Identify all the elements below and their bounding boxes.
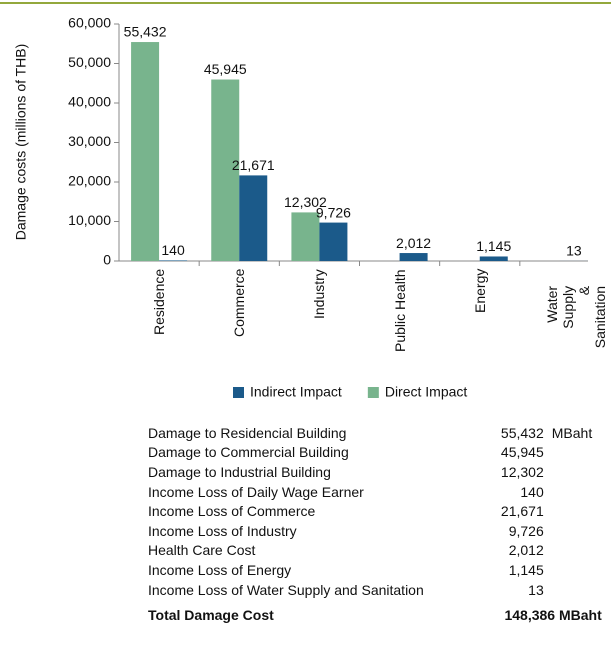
- bar: [131, 42, 160, 262]
- total-label: Total Damage Cost: [148, 607, 274, 624]
- x-tick-label: Commerce: [231, 268, 248, 337]
- row-label: Health Care Cost: [148, 542, 256, 559]
- x-tick-label: Industry: [311, 269, 328, 319]
- bar: [211, 79, 240, 262]
- table-row: Income Loss of Industry 9,726: [148, 521, 602, 541]
- row-value: 1,145: [508, 561, 544, 578]
- table-row: Income Loss of Daily Wage Earner 140: [148, 482, 602, 502]
- y-tick-label: 30,000: [68, 133, 111, 149]
- row-unit: [544, 580, 602, 600]
- row-value: 13: [528, 581, 544, 598]
- row-label: Income Loss of Industry: [148, 522, 297, 539]
- row-value: 12,302: [500, 463, 544, 480]
- row-value: 2,012: [508, 542, 544, 559]
- x-tick-label: Water Supply & Sanitation: [543, 285, 608, 349]
- bar: [239, 175, 268, 261]
- value-label: 140: [161, 242, 185, 258]
- x-tick-label: Public Health: [391, 269, 408, 353]
- row-label: Income Loss of Water Supply and Sanitati…: [148, 581, 424, 598]
- bar: [291, 212, 320, 261]
- y-axis-label: Damage costs (millions of THB): [13, 44, 29, 241]
- bar: [399, 253, 428, 261]
- row-value: 45,945: [500, 444, 544, 461]
- summary-table: Damage to Residencial Building 55,432 MBah…: [148, 423, 602, 624]
- value-label: 9,726: [316, 204, 351, 220]
- legend-swatch: [367, 387, 379, 398]
- row-value: 140: [520, 483, 544, 500]
- row-value: 9,726: [508, 522, 544, 539]
- value-label: 13: [566, 243, 582, 259]
- table-row: Damage to Commercial Building 45,945: [148, 443, 602, 463]
- value-label: 45,945: [204, 61, 247, 77]
- row-label: Income Loss of Daily Wage Earner: [148, 483, 364, 500]
- row-unit: [544, 501, 602, 521]
- row-value: 21,671: [500, 503, 544, 520]
- table-row: Damage to Residencial Building 55,432 MBah…: [148, 423, 602, 443]
- legend-label: Direct Impact: [385, 384, 468, 400]
- table-row: Income Loss of Energy 1,145: [148, 560, 602, 580]
- total-value: 148,386 MBaht: [504, 607, 602, 624]
- value-label: 1,145: [476, 238, 511, 254]
- y-tick-label: 0: [103, 252, 111, 268]
- row-unit: [544, 521, 602, 541]
- row-unit: MBaht: [551, 424, 593, 441]
- table-row: Income Loss of Commerce 21,671: [148, 501, 602, 521]
- y-tick-label: 60,000: [68, 15, 111, 31]
- row-unit: [544, 560, 602, 580]
- bar: [159, 260, 188, 261]
- row-unit: [544, 462, 602, 482]
- row-label: Income Loss of Commerce: [148, 503, 316, 520]
- value-label: 12,302: [284, 194, 327, 210]
- value-label: 2,012: [396, 235, 431, 251]
- row-unit: [544, 541, 602, 561]
- value-label: 55,432: [124, 24, 167, 40]
- row-label: Income Loss of Energy: [148, 561, 292, 578]
- y-tick-label: 40,000: [68, 94, 111, 110]
- x-tick-label: Residence: [151, 268, 168, 335]
- row-value: 55,432: [500, 424, 544, 441]
- value-label: 21,671: [232, 157, 275, 173]
- y-tick-label: 10,000: [68, 212, 111, 228]
- legend-swatch: [233, 387, 244, 398]
- row-unit: [544, 443, 602, 463]
- table-row: Health Care Cost 2,012: [148, 541, 602, 561]
- bar: [479, 256, 508, 261]
- row-label: Damage to Industrial Building: [148, 463, 331, 480]
- table-row: Damage to Industrial Building 12,302: [148, 462, 602, 482]
- bar: [319, 222, 348, 261]
- table-row: Income Loss of Water Supply and Sanitati…: [148, 580, 602, 600]
- row-label: Damage to Residencial Building: [148, 424, 347, 441]
- row-label: Damage to Commercial Building: [148, 444, 349, 461]
- x-tick-label: Energy: [471, 268, 488, 313]
- y-tick-label: 20,000: [68, 173, 111, 189]
- y-tick-label: 50,000: [68, 54, 111, 70]
- legend-label: Indirect Impact: [250, 384, 342, 400]
- total-row: Total Damage Cost 148,386 MBaht: [148, 599, 602, 623]
- row-unit: [544, 482, 602, 502]
